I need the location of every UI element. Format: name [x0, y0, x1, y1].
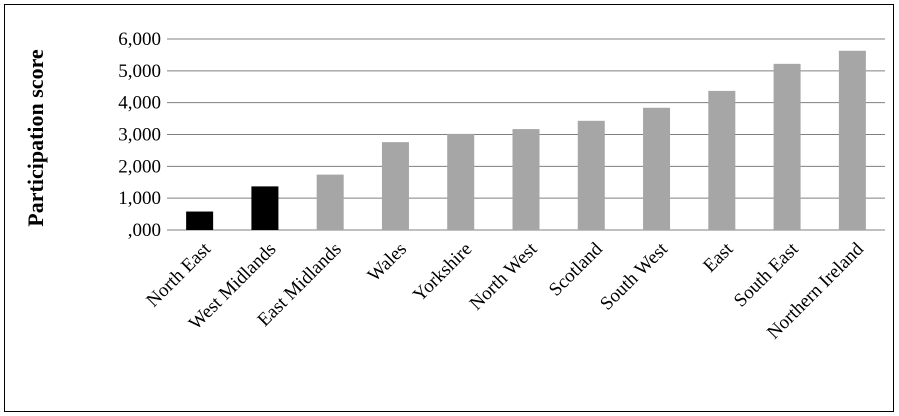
y-tick-label: 1,000: [118, 188, 161, 209]
y-tick-label: 6,000: [118, 29, 161, 50]
bar-scotland: [577, 120, 605, 230]
y-tick-labels: ,000 1,000 2,000 3,000 4,000 5,000 6,000: [118, 29, 161, 241]
x-category-label: South West: [596, 238, 672, 314]
y-tick-label: 4,000: [118, 93, 161, 114]
x-category-label: East: [699, 238, 737, 276]
y-tick-label: 2,000: [118, 156, 161, 177]
x-category-label: Scotland: [545, 238, 607, 300]
x-category-label: North West: [466, 238, 542, 314]
bar-chart: ,000 1,000 2,000 3,000 4,000 5,000 6,000 North…: [23, 29, 885, 343]
y-tick-label: ,000: [128, 220, 161, 241]
x-category-label: Yorkshire: [409, 239, 476, 306]
y-tick-label: 5,000: [118, 61, 161, 82]
bar-south-east: [773, 63, 801, 230]
bar-east: [708, 90, 736, 230]
bar-yorkshire: [447, 133, 475, 230]
y-axis-title: Participation score: [23, 49, 48, 227]
bar-west-midlands: [251, 186, 279, 230]
chart-frame: ,000 1,000 2,000 3,000 4,000 5,000 6,000 North…: [4, 4, 894, 412]
x-category-label: Wales: [364, 239, 411, 286]
bar-east-midlands: [316, 174, 344, 230]
bar-north-east: [186, 211, 214, 230]
bar-northern-ireland: [838, 50, 866, 230]
bar-north-west: [512, 129, 540, 230]
y-tick-label: 3,000: [118, 125, 161, 146]
bars: [186, 50, 866, 230]
bar-south-west: [643, 107, 671, 230]
bar-wales: [381, 142, 409, 230]
